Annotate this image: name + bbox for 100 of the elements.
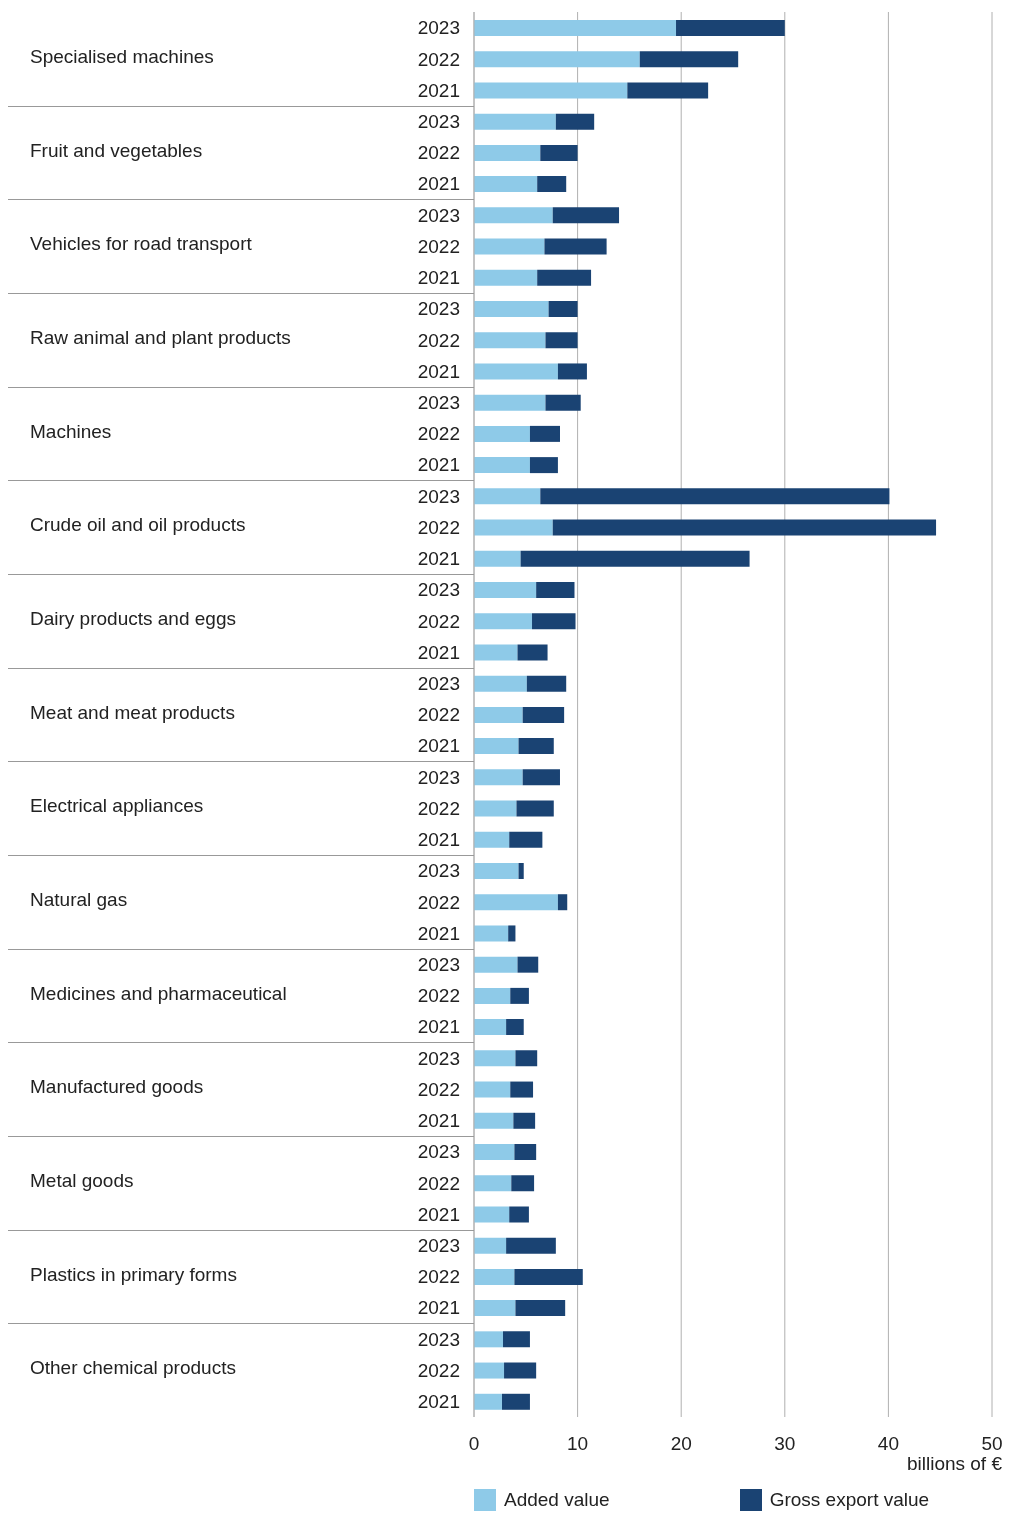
- x-tick-label: 0: [468, 1433, 480, 1455]
- bar: [474, 113, 556, 130]
- bar: [474, 550, 521, 567]
- bar: [474, 519, 553, 536]
- bar: [508, 925, 516, 942]
- bar: [474, 1300, 516, 1317]
- bar: [474, 894, 558, 911]
- bar: [520, 550, 750, 567]
- bar: [474, 51, 640, 68]
- bar: [514, 1144, 537, 1160]
- bar: [518, 738, 554, 755]
- y-tick-label: 2021: [417, 641, 460, 663]
- y-tick-label: 2021: [417, 829, 460, 851]
- y-tick-label: 2022: [417, 329, 460, 351]
- x-tick-label: 20: [670, 1433, 692, 1455]
- bar: [474, 238, 545, 255]
- bar: [537, 269, 592, 286]
- text: Other chemical products: [30, 1357, 236, 1380]
- bar: [555, 113, 595, 130]
- bar: [474, 82, 628, 99]
- y-tick-label: 2023: [417, 111, 460, 133]
- y-tick-label: 2021: [417, 173, 460, 195]
- bar: [510, 1081, 534, 1098]
- bar: [474, 1175, 512, 1192]
- bar: [474, 675, 527, 692]
- text: Meat and meat products: [30, 701, 235, 724]
- bar: [557, 363, 587, 380]
- text: Fruit and vegetables: [30, 139, 203, 162]
- bar: [540, 144, 578, 161]
- bar: [474, 1237, 507, 1254]
- bar: [474, 363, 558, 380]
- text: Plastics in primary forms: [30, 1263, 237, 1286]
- bar: [509, 1206, 529, 1223]
- bar: [474, 863, 519, 879]
- y-tick-label: 2023: [417, 1141, 460, 1163]
- y-tick-label: 2023: [417, 392, 460, 414]
- bar: [474, 1144, 515, 1160]
- bar: [474, 207, 553, 224]
- legend-label: Gross export value: [769, 1489, 930, 1511]
- y-tick-label: 2022: [417, 516, 460, 538]
- y-tick-label: 2021: [417, 1391, 460, 1413]
- bar: [474, 706, 523, 723]
- bar: [529, 425, 560, 442]
- bar: [545, 394, 581, 411]
- x-tick-label: 30: [774, 1433, 796, 1455]
- bar: [474, 644, 518, 661]
- bar: [506, 1019, 524, 1036]
- bar: [474, 1050, 516, 1067]
- bar: [474, 332, 546, 349]
- bar: [545, 332, 578, 349]
- bar: [506, 1237, 556, 1254]
- bar: [557, 894, 568, 911]
- text: Manufactured goods: [30, 1076, 204, 1099]
- text: Vehicles for road transport: [30, 233, 252, 256]
- bar: [474, 956, 518, 973]
- bar: [548, 301, 578, 317]
- bar: [474, 269, 538, 286]
- bar: [474, 1362, 505, 1379]
- bar: [518, 863, 524, 879]
- text: Specialised machines: [30, 45, 214, 68]
- bar: [474, 20, 677, 36]
- legend-label: Added value: [504, 1489, 610, 1511]
- y-tick-label: 2023: [417, 1047, 460, 1069]
- text: Medicines and pharmaceutical: [30, 982, 287, 1005]
- bar: [474, 800, 517, 817]
- y-tick-label: 2022: [417, 423, 460, 445]
- bar: [514, 1268, 583, 1285]
- bar: [474, 769, 523, 786]
- bar: [474, 1393, 502, 1410]
- bar: [529, 457, 558, 474]
- y-tick-label: 2023: [417, 579, 460, 601]
- bar: [474, 1081, 511, 1098]
- bar: [511, 1175, 535, 1192]
- text: Dairy products and eggs: [30, 607, 236, 630]
- y-tick-label: 2022: [417, 235, 460, 257]
- y-tick-label: 2021: [417, 454, 460, 476]
- bar: [474, 738, 519, 755]
- bar: [552, 519, 937, 536]
- bar: [522, 769, 560, 786]
- text: Raw animal and plant products: [30, 326, 291, 349]
- bar: [522, 706, 565, 723]
- y-tick-label: 2021: [417, 735, 460, 757]
- bar: [474, 488, 541, 505]
- y-tick-label: 2022: [417, 1266, 460, 1288]
- y-tick-label: 2022: [417, 797, 460, 819]
- bar: [474, 925, 509, 942]
- bar: [474, 301, 549, 317]
- y-tick-label: 2022: [417, 610, 460, 632]
- x-tick-label: 40: [877, 1433, 899, 1455]
- bar: [513, 1112, 536, 1129]
- bar: [537, 176, 567, 193]
- bar: [474, 176, 538, 193]
- y-tick-label: 2021: [417, 1110, 460, 1132]
- y-tick-label: 2023: [417, 673, 460, 695]
- bar: [503, 1331, 530, 1348]
- bar: [515, 1300, 566, 1317]
- y-tick-label: 2023: [417, 298, 460, 320]
- bar: [517, 644, 548, 661]
- bar: [474, 1019, 507, 1036]
- y-tick-label: 2023: [417, 485, 460, 507]
